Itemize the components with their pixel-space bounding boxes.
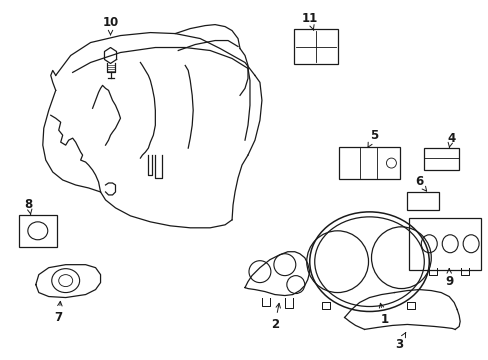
Text: 6: 6 [414, 175, 426, 191]
Text: 2: 2 [270, 303, 280, 331]
Bar [424, 148, 458, 170]
Text: 9: 9 [444, 269, 452, 288]
Text: 5: 5 [367, 129, 378, 147]
Text: 7: 7 [55, 301, 62, 324]
Text: 8: 8 [25, 198, 33, 214]
Text: 3: 3 [394, 333, 405, 351]
Text: 10: 10 [102, 16, 119, 35]
Bar [407, 192, 438, 210]
Text: 1: 1 [379, 303, 388, 326]
Text: 11: 11 [301, 12, 317, 31]
Text: 4: 4 [446, 132, 454, 148]
Bar [19, 215, 57, 247]
